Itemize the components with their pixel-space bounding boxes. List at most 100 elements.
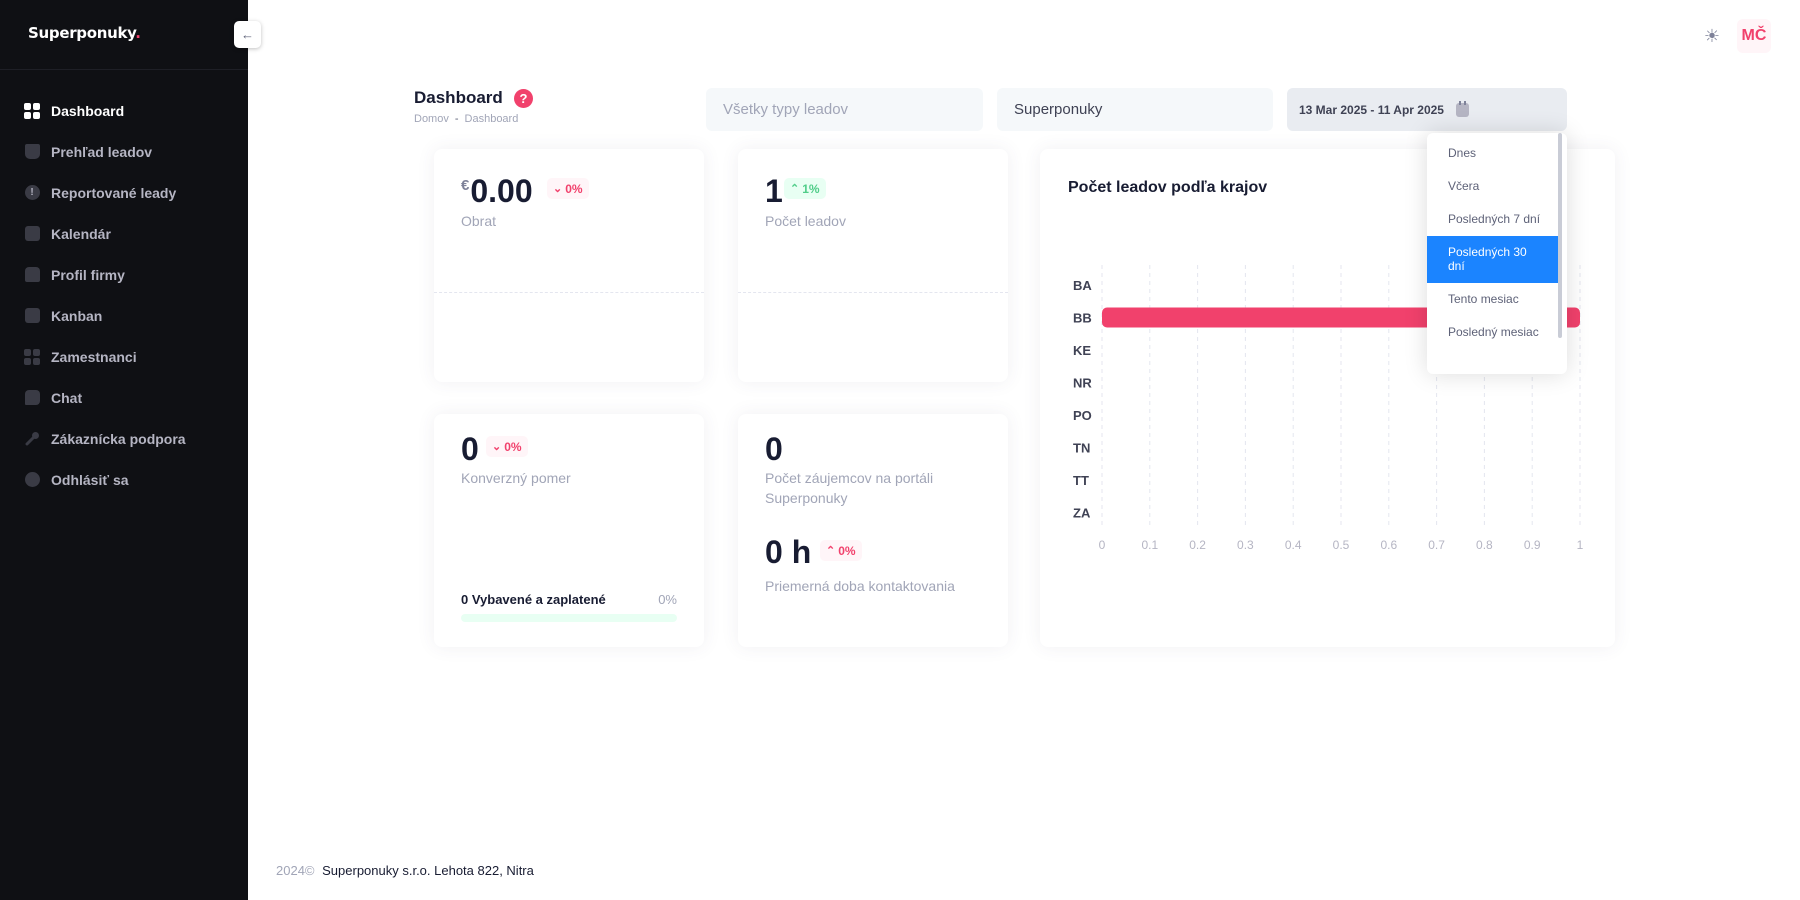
x-tick-label: 0.7 [1428,538,1445,552]
conversion-change-badge: ⌄ 0% [486,436,528,457]
sidebar-item-label: Chat [51,389,83,406]
x-tick-label: 0.9 [1524,538,1541,552]
breadcrumb-current: Dashboard [464,113,519,125]
footer-year: 2024© [276,863,315,878]
grid-icon [24,102,40,119]
help-icon[interactable]: ? [514,89,533,108]
sidebar-item-zamestnanci[interactable]: Zamestnanci [0,336,248,377]
sidebar-item-dashboard[interactable]: Dashboard [0,90,248,131]
x-tick-label: 0.4 [1285,538,1302,552]
x-tick-label: 0.3 [1237,538,1254,552]
date-option[interactable]: Posledný mesiac [1448,325,1539,339]
sidebar-item-profil-firmy[interactable]: Profil firmy [0,254,248,295]
sidebar-item-kalendar[interactable]: Kalendár [0,213,248,254]
divider [434,292,704,293]
arrow-up-icon: ⌃ [790,183,800,195]
lead-type-select[interactable]: Všetky typy leadov [706,88,983,131]
brand-dot: . [135,24,141,42]
brand-name: Superponuky [28,24,136,42]
contact-time-change-badge: ⌃ 0% [820,540,862,561]
lead-count-card: 1 ⌃ 1% Počet leadov [738,149,1008,382]
divider [738,292,1008,293]
chart-title: Počet leadov podľa krajov [1068,179,1268,196]
x-tick-label: 1 [1577,538,1584,552]
sidebar-item-label: Zákaznícka podpora [51,430,186,447]
x-tick-label: 0.1 [1141,538,1158,552]
y-tick-label: ZA [1073,506,1091,521]
breadcrumb-separator: - [454,113,459,125]
date-range-picker[interactable]: 13 Mar 2025 - 11 Apr 2025 [1287,88,1567,131]
sidebar-item-label: Kalendár [51,225,111,242]
sidebar-menu: Dashboard Prehľad leadov ! Reportované l… [0,90,248,500]
page-title: Dashboard [414,88,503,107]
brand-logo[interactable]: Superponuky. [28,24,141,42]
brand-select[interactable]: Superponuky [997,88,1273,131]
progress-bar [461,614,677,622]
theme-toggle-button[interactable]: ☀ [1700,24,1724,48]
sidebar-item-label: Profil firmy [51,266,125,283]
revenue-change-badge: ⌄ 0% [547,178,589,199]
y-tick-label: TT [1073,473,1089,488]
sidebar-item-label: Dashboard [51,102,125,119]
sidebar-item-label: Prehľad leadov [51,143,153,160]
chat-icon [24,390,40,406]
alert-icon: ! [24,185,40,201]
date-option[interactable]: Včera [1448,179,1480,193]
avatar[interactable]: MČ [1737,19,1771,53]
interested-value: 0 [765,431,783,467]
revenue-value: €0.00 [461,173,533,209]
x-tick-label: 0 [1099,538,1106,552]
x-tick-label: 0.5 [1333,538,1350,552]
sidebar-divider [0,69,248,70]
lead-count-value: 1 [765,173,783,209]
calendar-icon [24,226,40,242]
breadcrumb: Domov - Dashboard [414,113,518,125]
x-tick-label: 0.6 [1380,538,1397,552]
sidebar-item-reportovane-leady[interactable]: ! Reportované leady [0,172,248,213]
interested-card: 0 Počet záujemcov na portáli Superponuky… [738,414,1008,647]
sidebar-item-chat[interactable]: Chat [0,377,248,418]
sidebar-item-label: Odhlásiť sa [51,471,129,488]
sidebar: Superponuky. Dashboard Prehľad leadov ! … [0,0,248,900]
y-tick-label: PO [1073,408,1092,423]
sidebar-item-kanban[interactable]: Kanban [0,295,248,336]
basket-icon [24,144,40,160]
y-tick-label: NR [1073,376,1092,391]
date-option[interactable]: Posledných 7 dní [1448,212,1541,226]
sidebar-collapse-button[interactable]: ← [234,21,261,48]
calendar-icon [1455,100,1469,117]
conversion-card: 0 ⌄ 0% Konverzný pomer 0 Vybavené a zapla… [434,414,704,647]
interested-label: Počet záujemcov na portáli Superponuky [765,470,934,506]
kanban-icon [24,308,40,324]
arrow-down-icon: ⌃ [826,545,836,557]
date-option[interactable]: Posledných 30 dní [1427,236,1558,283]
conversion-value: 0 [461,431,479,467]
x-tick-label: 0.8 [1476,538,1493,552]
arrow-down-icon: ⌄ [492,441,502,453]
sun-icon: ☀ [1703,25,1721,46]
sidebar-item-prehlad-leadov[interactable]: Prehľad leadov [0,131,248,172]
date-option[interactable]: Dnes [1448,146,1477,160]
revenue-card: €0.00 ⌄ 0% Obrat [434,149,704,382]
currency-symbol: € [461,177,470,194]
sidebar-item-label: Zamestnanci [51,348,137,365]
footer: 2024© Superponuky s.r.o. Lehota 822, Nit… [276,863,534,878]
y-tick-label: BB [1073,311,1092,326]
y-tick-label: BA [1073,278,1092,293]
date-option[interactable]: Tento mesiac [1448,292,1519,306]
sidebar-item-label: Kanban [51,307,103,324]
sidebar-item-zakaznicka-podpora[interactable]: Zákaznícka podpora [0,418,248,459]
y-tick-label: TN [1073,441,1090,456]
breadcrumb-home[interactable]: Domov [414,113,449,125]
dropdown-scrollbar[interactable] [1558,133,1562,338]
y-tick-label: KE [1073,343,1091,358]
x-tick-label: 0.2 [1189,538,1206,552]
contact-time-label: Priemerná doba kontaktovania [765,578,955,594]
sidebar-item-odhlasit-sa[interactable]: Odhlásiť sa [0,459,248,500]
profile-icon [24,267,40,283]
revenue-label: Obrat [461,213,497,229]
region-bar-chart: 0 0.1 0.2 0.3 0.4 0.5 0.6 0.7 0.8 0.9 1 BA BB KE NR PO T… [1073,265,1584,552]
arrow-down-icon: ⌄ [553,183,563,195]
lead-count-change-badge: ⌃ 1% [784,178,826,199]
progress-percent: 0% [658,592,677,607]
